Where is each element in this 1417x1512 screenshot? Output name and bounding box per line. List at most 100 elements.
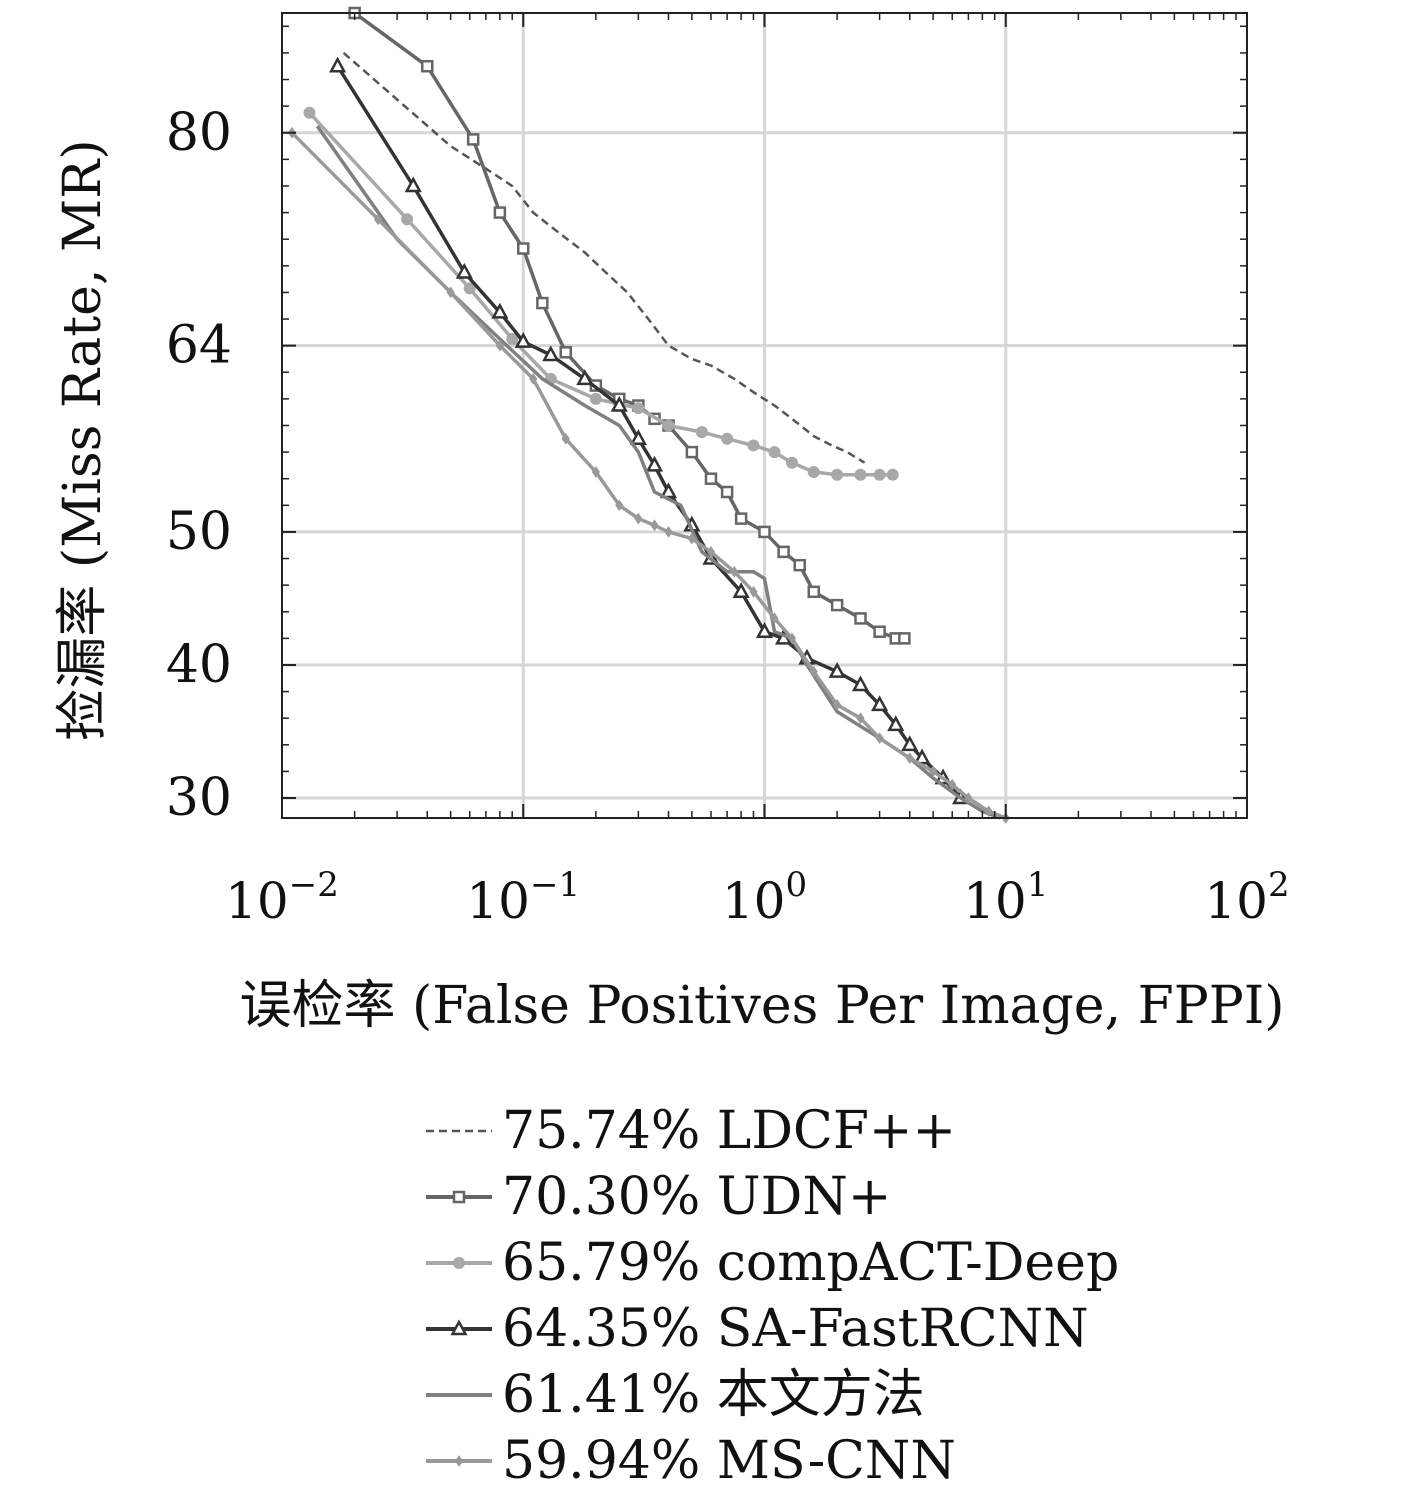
data-point [463,282,476,295]
data-point [856,712,865,725]
legend-item: 75.74% LDCF++ [424,1098,1119,1164]
data-point [506,332,519,345]
legend-swatch [426,1190,492,1204]
data-point [559,346,572,359]
data-point [929,765,938,778]
x-axis-label: 误检率 (False Positives Per Image, FPPI) [239,976,1284,1036]
legend-label: 65.79% compACT-Deep [502,1233,1120,1293]
data-point [807,466,820,479]
data-point [634,512,643,525]
legend: 75.74% LDCF++ 70.30% UDN+ 65.79% compACT-D… [424,1098,1119,1494]
x-tick-label: 10−2 [225,865,339,930]
series-line [308,111,893,477]
tick-marks [281,13,1248,818]
data-point [734,512,748,525]
data-point [373,213,383,226]
data-point [830,598,844,612]
data-point [984,805,993,818]
legend-label: 59.94% MS-CNN [502,1431,956,1491]
data-point [542,345,560,362]
data-point [303,106,316,119]
data-point [854,612,867,625]
data-point [755,622,774,638]
legend-marker [452,1190,466,1204]
legend-swatch [426,1319,492,1336]
data-point [854,468,867,481]
legend-marker [450,1319,468,1336]
data-point [768,446,781,459]
data-point [495,339,504,352]
data-point [514,332,532,348]
data-point [851,675,870,692]
y-tick-label: 80 [166,103,232,163]
x-tick-label: 10−1 [466,865,580,930]
data-point [886,468,899,481]
y-tick-label: 64 [166,316,232,376]
data-point [589,392,602,405]
data-point [873,468,886,481]
data-point [793,558,807,572]
data-point [777,545,790,559]
x-tick-exponent: 0 [785,865,807,905]
data-point [615,499,624,512]
data-point [491,302,509,319]
legend-swatch [426,1393,492,1397]
series-5 [287,126,1010,824]
grid-lines [282,13,1247,818]
data-point [730,565,739,578]
data-point [610,395,628,412]
y-tick-label: 40 [166,635,232,695]
legend-label: 64.35% SA-FastRCNN [502,1299,1089,1359]
y-tick-label: 50 [166,502,232,562]
data-point [747,439,760,452]
data-point [632,402,645,415]
data-point [645,455,664,472]
x-tick-base: 10 [963,872,1027,930]
x-tick-base: 10 [1204,872,1268,930]
series-line [342,51,866,464]
legend-swatch [426,1257,492,1269]
data-point [664,526,673,538]
x-tick-label: 102 [1204,865,1289,930]
data-point [591,466,600,478]
data-point [662,419,675,432]
x-tick-label: 100 [722,865,807,930]
series-2 [303,106,899,481]
x-tick-exponent: −2 [289,865,339,905]
data-point [749,585,758,598]
data-point [706,546,716,558]
data-point [687,532,696,545]
data-point [871,695,889,712]
data-point [401,213,414,226]
data-point [809,665,818,678]
series-line [353,11,905,641]
legend-marker [453,1257,465,1269]
data-point [831,468,844,481]
data-point [898,632,911,645]
data-point [517,242,530,255]
data-point [455,262,473,279]
data-point [887,715,905,732]
data-point [328,56,347,73]
x-tick-exponent: −1 [530,865,580,905]
data-point [721,432,734,445]
x-tick-exponent: 2 [1268,865,1290,905]
data-point [785,456,798,469]
data-point [948,778,957,791]
legend-item: 59.94% MS-CNN [424,1428,1119,1494]
x-tick-label: 101 [963,865,1048,930]
data-point [493,206,507,219]
data-point [695,426,708,439]
data-point [873,625,886,638]
data-point [420,59,434,73]
legend-label: 75.74% LDCF++ [502,1101,957,1161]
data-point [758,525,771,539]
data-point [704,472,718,485]
data-point [685,445,699,459]
series-1 [348,6,911,645]
data-point [901,735,919,752]
x-tick-base: 10 [225,872,289,930]
legend-label: 61.41% 本文方法 [502,1365,925,1425]
legend-swatch [426,1129,492,1133]
